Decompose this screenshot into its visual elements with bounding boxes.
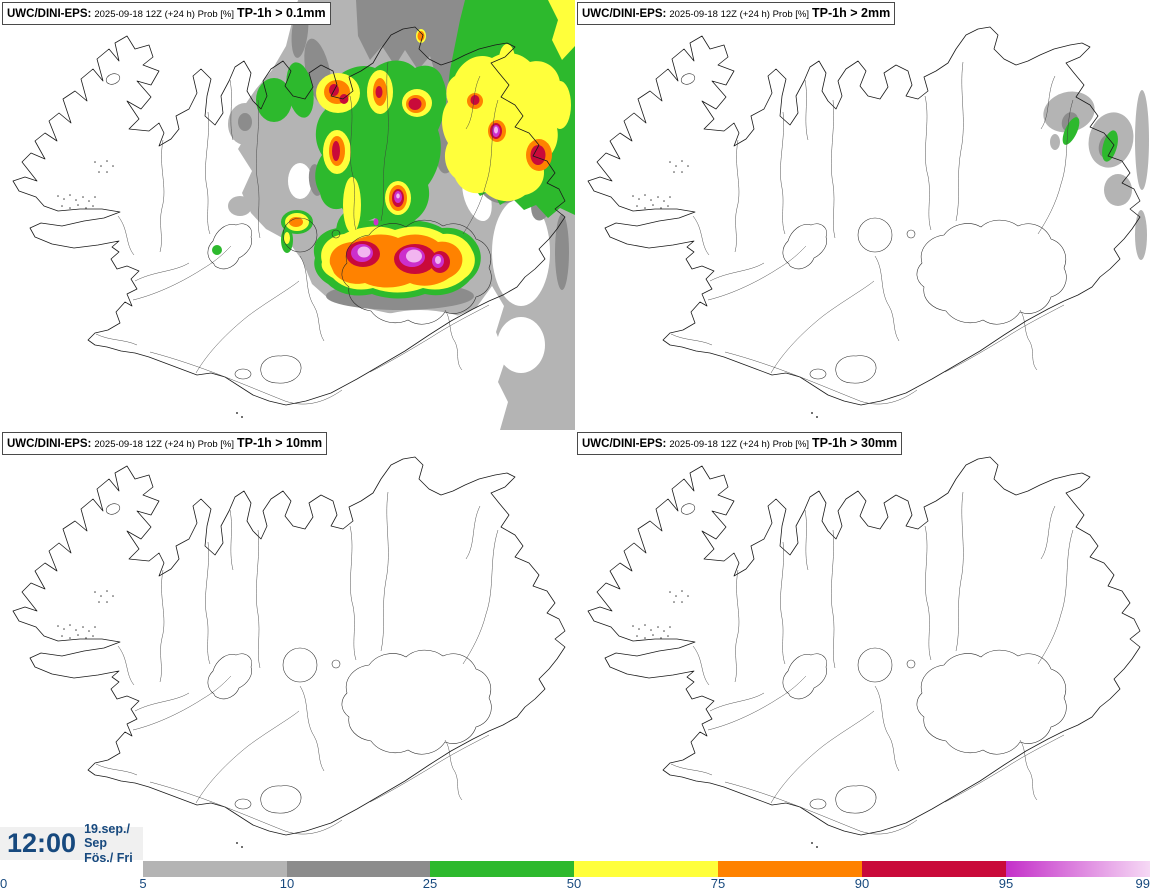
date-line-2: Fös./ Fri — [84, 850, 133, 865]
probability-colorbar — [0, 861, 1150, 877]
threshold-label: TP-1h > 30mm — [812, 436, 898, 450]
panel-title: UWC/DINI-EPS: 2025-09-18 12Z (+24 h) Prob… — [2, 2, 331, 25]
product-label: UWC/DINI-EPS: — [582, 438, 667, 450]
map-iceland-prob-30mm — [587, 456, 1141, 849]
threshold-label: TP-1h > 10mm — [237, 436, 323, 450]
valid-time: 12:00 — [7, 828, 77, 858]
iceland-basemap — [587, 456, 1141, 849]
valid-time-box: 12:00 19.sep./ Sep Fös./ Fri — [0, 822, 143, 865]
legend-segment — [718, 861, 862, 877]
run-info-label: 2025-09-18 12Z (+24 h) Prob [%] — [94, 439, 235, 450]
run-info-label: 2025-09-18 12Z (+24 h) Prob [%] — [669, 439, 810, 450]
panel-title: UWC/DINI-EPS: 2025-09-18 12Z (+24 h) Prob… — [577, 2, 896, 25]
legend-tick-label: 0 — [0, 876, 8, 891]
panel-tp-2mm: UWC/DINI-EPS: 2025-09-18 12Z (+24 h) Prob… — [575, 0, 1150, 430]
map-iceland-prob-10mm — [12, 456, 566, 849]
legend-tick-label: 25 — [422, 876, 438, 891]
legend-segment — [574, 861, 718, 877]
product-label: UWC/DINI-EPS: — [7, 8, 92, 20]
legend-tick-label: 50 — [566, 876, 582, 891]
threshold-label: TP-1h > 2mm — [812, 6, 891, 20]
legend-tick-label: 95 — [998, 876, 1014, 891]
legend-tick-label: 99 — [1135, 876, 1150, 891]
panel-title: UWC/DINI-EPS: 2025-09-18 12Z (+24 h) Prob… — [577, 432, 903, 455]
iceland-basemap — [12, 456, 566, 849]
legend-tick-label: 5 — [139, 876, 147, 891]
colorbar-tick-labels: 0 5 10 25 50 75 90 95 99 — [0, 876, 1150, 891]
run-info-label: 2025-09-18 12Z (+24 h) Prob [%] — [669, 9, 810, 20]
product-label: UWC/DINI-EPS: — [7, 438, 92, 450]
legend-segment — [430, 861, 574, 877]
product-label: UWC/DINI-EPS: — [582, 8, 667, 20]
panel-title: UWC/DINI-EPS: 2025-09-18 12Z (+24 h) Prob… — [2, 432, 328, 455]
valid-date: 19.sep./ Sep Fös./ Fri — [84, 822, 143, 865]
date-line-1: 19.sep./ Sep — [84, 821, 130, 851]
precip-probability-field-2mm — [1038, 85, 1149, 261]
legend-segment — [287, 861, 430, 877]
legend-segment — [1006, 861, 1150, 877]
map-iceland-prob-0.1mm — [12, 0, 575, 430]
iceland-basemap — [587, 26, 1141, 419]
panel-tp-0.1mm: UWC/DINI-EPS: 2025-09-18 12Z (+24 h) Prob… — [0, 0, 575, 430]
panel-tp-30mm: UWC/DINI-EPS: 2025-09-18 12Z (+24 h) Prob… — [575, 430, 1150, 860]
legend-tick-label: 90 — [854, 876, 870, 891]
map-iceland-prob-2mm — [587, 26, 1149, 419]
threshold-label: TP-1h > 0.1mm — [237, 6, 326, 20]
run-info-label: 2025-09-18 12Z (+24 h) Prob [%] — [94, 9, 235, 20]
legend-segment — [862, 861, 1006, 877]
legend-tick-label: 75 — [710, 876, 726, 891]
legend-segment — [143, 861, 287, 877]
legend-tick-label: 10 — [279, 876, 295, 891]
precip-probability-field-0.1mm — [212, 0, 575, 430]
panel-tp-10mm: UWC/DINI-EPS: 2025-09-18 12Z (+24 h) Prob… — [0, 430, 575, 860]
